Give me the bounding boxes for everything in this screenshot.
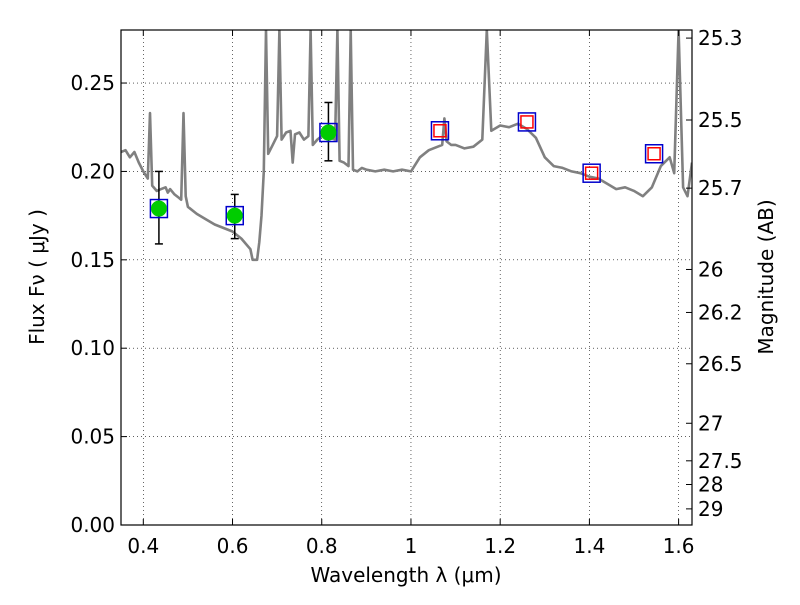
- right-tick-label: 27: [698, 411, 723, 435]
- x-tick-label: 0.6: [217, 534, 249, 558]
- y-tick-label: 0.10: [70, 336, 115, 360]
- y-tick-label: 0.25: [70, 71, 115, 95]
- x-axis-label: Wavelength λ (μm): [310, 563, 501, 587]
- photometry-box-marker: [225, 205, 245, 226]
- model-point: [584, 166, 599, 180]
- x-tick-label: 0.8: [306, 534, 338, 558]
- grid: [121, 30, 692, 526]
- x-tick-label: 1: [405, 534, 418, 558]
- right-tick-label: 27.5: [698, 449, 743, 473]
- model-spectrum-line: [121, 30, 692, 262]
- x-tick-label: 1.4: [573, 534, 605, 558]
- right-tick-label: 25.5: [698, 108, 743, 132]
- photometry-box-marker: [430, 121, 450, 141]
- photometry-box-marker: [149, 198, 169, 219]
- photometry-point: [320, 124, 337, 141]
- model-point: [647, 147, 661, 161]
- right-tick-label: 29: [698, 497, 723, 521]
- model-point: [520, 115, 534, 129]
- ticks: 0.4 0.6 0.8 1 1.2 1.4 1.6 0.00 0.05 0.10 0.15 0.20 0…: [70, 26, 742, 558]
- x-tick-label: 0.4: [127, 534, 159, 558]
- right-tick-label: 28: [698, 473, 723, 497]
- photometry-point: [226, 207, 243, 224]
- x-tick-label: 1.2: [484, 534, 516, 558]
- photometry-box-marker: [644, 144, 664, 164]
- right-tick-label: 26.2: [698, 300, 743, 324]
- right-tick-label: 26: [698, 257, 723, 281]
- photometry-box-marker: [582, 163, 601, 183]
- photometry-box-marker: [319, 122, 338, 143]
- y-axis-label: Flux Fν ( μJy ): [25, 209, 49, 345]
- right-axis-label: Magnitude (AB): [754, 199, 778, 354]
- photometry-point: [150, 200, 167, 217]
- y-tick-label: 0.20: [70, 159, 115, 183]
- x-tick-label: 1.6: [663, 534, 695, 558]
- y-tick-label: 0.00: [70, 513, 115, 537]
- model-point: [433, 124, 447, 138]
- plot-frame: [120, 29, 693, 526]
- right-tick-label: 26.5: [698, 352, 743, 376]
- right-tick-label: 25.7: [698, 176, 743, 200]
- y-tick-label: 0.15: [70, 248, 115, 272]
- y-tick-label: 0.05: [70, 425, 115, 449]
- photometry-box-marker: [517, 112, 537, 132]
- data-layer: [121, 30, 692, 262]
- right-tick-label: 25.3: [698, 26, 743, 50]
